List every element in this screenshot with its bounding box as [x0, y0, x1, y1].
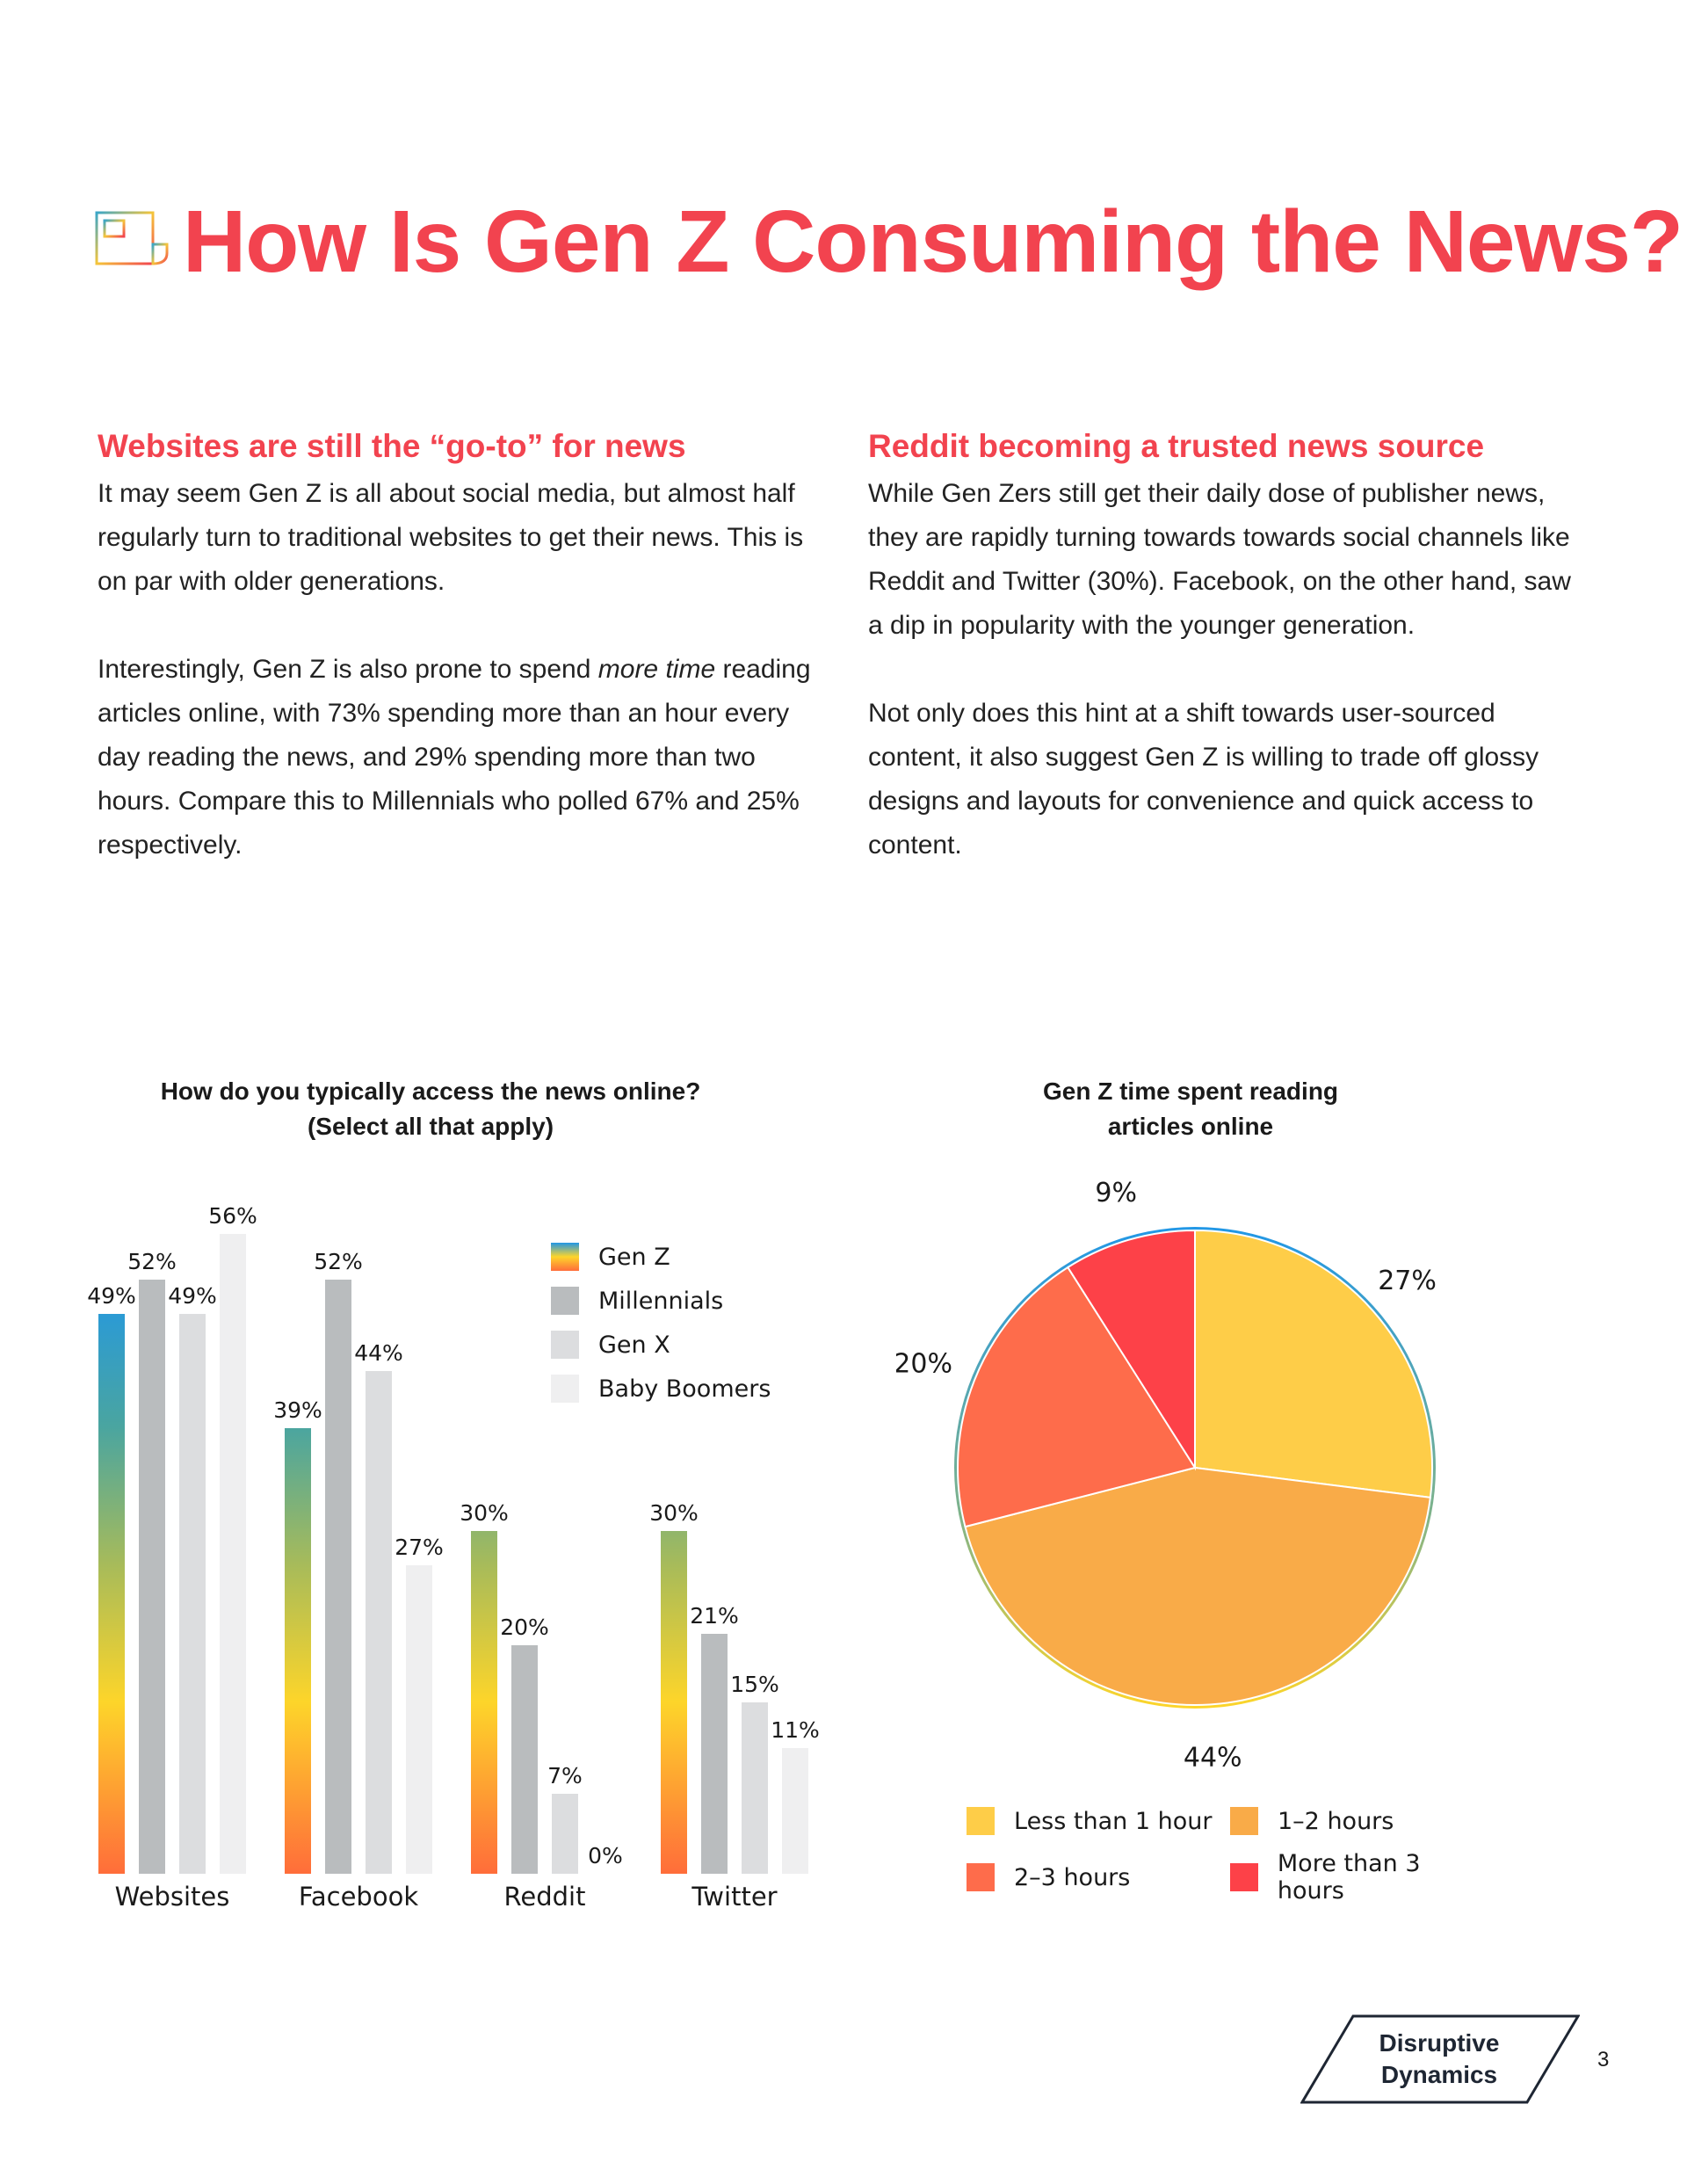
legend-item: More than 3 hours [1230, 1850, 1494, 1905]
pie-chart-legend: Less than 1 hour 1–2 hours 2–3 hours More t… [967, 1799, 1511, 1905]
bar-chart-title: How do you typically access the news onl… [160, 1077, 701, 1140]
legend-item: Millennials [551, 1279, 771, 1323]
bar-facebook-gen-z [285, 1428, 311, 1874]
bar-value-label: 27% [395, 1535, 444, 1560]
category-label: Twitter [691, 1882, 777, 1912]
legend-label: Baby Boomers [598, 1375, 771, 1403]
page-number: 3 [1597, 2048, 1610, 2072]
bar-value-label: 30% [649, 1500, 699, 1526]
bar-websites-baby-boomers [220, 1234, 246, 1874]
bar-value-label: 56% [208, 1203, 257, 1229]
pie-value-label: 20% [896, 1348, 952, 1379]
bar-facebook-baby-boomers [406, 1565, 432, 1874]
left-text-column: Websites are still the “go-to” for news … [98, 428, 818, 911]
legend-label: Gen X [598, 1331, 670, 1359]
category-label: Reddit [504, 1882, 586, 1912]
legend-label: Less than 1 hour [1014, 1807, 1213, 1835]
legend-swatch [551, 1331, 579, 1359]
right-paragraph-1: While Gen Zers still get their daily dos… [868, 479, 1571, 640]
bar-reddit-gen-x [552, 1794, 578, 1874]
legend-label: Millennials [598, 1287, 724, 1315]
disruptive-dynamics-logo: Disruptive Dynamics [1300, 2014, 1580, 2104]
bar-reddit-gen-z [471, 1531, 497, 1874]
bar-value-label: 52% [127, 1249, 177, 1274]
pie-value-label: 27% [1378, 1266, 1437, 1296]
pie-slice [964, 1466, 1431, 1706]
right-paragraph-2: Not only does this hint at a shift towar… [868, 699, 1539, 860]
bar-value-label: 49% [168, 1283, 217, 1309]
bar-value-label: 49% [87, 1283, 136, 1309]
legend-swatch [967, 1863, 995, 1891]
legend-item: 1–2 hours [1230, 1799, 1494, 1843]
legend-swatch [967, 1807, 995, 1835]
legend-label: 1–2 hours [1278, 1807, 1394, 1835]
pie-slice [1194, 1229, 1433, 1498]
bar-value-label: 7% [547, 1763, 583, 1789]
legend-label: More than 3 hours [1277, 1850, 1421, 1905]
bar-facebook-millennials [325, 1280, 351, 1874]
legend-item: Gen X [551, 1323, 771, 1367]
right-text-column: Reddit becoming a trusted news source Wh… [868, 428, 1589, 911]
bar-websites-millennials [139, 1280, 165, 1874]
bar-value-label: 15% [730, 1672, 779, 1697]
bar-facebook-gen-x [366, 1371, 392, 1874]
bar-twitter-baby-boomers [782, 1748, 808, 1874]
bar-value-label: 11% [771, 1717, 820, 1743]
page-title: How Is Gen Z Consuming the News? [183, 192, 1683, 291]
svg-text:Dynamics: Dynamics [1381, 2061, 1497, 2088]
category-label: Websites [115, 1882, 230, 1912]
bar-value-label: 0% [588, 1843, 623, 1868]
legend-swatch [551, 1287, 579, 1315]
legend-swatch [551, 1243, 579, 1271]
bar-value-label: 52% [314, 1249, 363, 1274]
bar-chart: 49% 52% 49% 56% Websites 39% 52% 44% 27% Facebook… [87, 1203, 820, 1912]
bar-websites-gen-x [179, 1314, 206, 1874]
legend-item: Less than 1 hour [967, 1799, 1230, 1843]
bar-reddit-millennials [511, 1645, 538, 1874]
category-label: Facebook [299, 1882, 418, 1912]
right-heading: Reddit becoming a trusted news source [868, 428, 1485, 464]
bar-value-label: 30% [460, 1500, 509, 1526]
bar-value-label: 44% [354, 1340, 403, 1366]
left-paragraph-1: It may seem Gen Z is all about social me… [98, 479, 804, 596]
bar-value-label: 39% [273, 1397, 322, 1423]
pie-chart-title: Gen Z time spent reading articles online [1042, 1077, 1339, 1140]
legend-label: 2–3 hours [1014, 1863, 1131, 1891]
legend-item: Baby Boomers [551, 1367, 771, 1411]
left-heading: Websites are still the “go-to” for news [98, 428, 686, 464]
legend-item: Gen Z [551, 1235, 771, 1279]
legend-label: Gen Z [598, 1243, 670, 1271]
pie-value-label: 44% [1184, 1742, 1242, 1773]
pie-value-label: 9% [1095, 1178, 1137, 1208]
bar-twitter-millennials [701, 1634, 728, 1874]
bar-twitter-gen-z [661, 1531, 687, 1874]
bar-websites-gen-z [98, 1314, 125, 1874]
legend-item: 2–3 hours [967, 1855, 1230, 1899]
bar-value-label: 21% [690, 1603, 739, 1629]
legend-swatch [1230, 1863, 1258, 1891]
bar-twitter-gen-x [742, 1702, 768, 1874]
left-paragraph-2: Interestingly, Gen Z is also prone to sp… [98, 655, 811, 860]
legend-swatch [1230, 1807, 1258, 1835]
pie-slice [1066, 1229, 1196, 1471]
legend-swatch [551, 1375, 579, 1403]
pie-chart: 27% 44% 20% 9% [896, 1178, 1437, 1774]
newspaper-icon [95, 211, 169, 265]
bar-value-label: 20% [500, 1614, 549, 1640]
pie-slice [957, 1266, 1197, 1528]
bar-chart-legend: Gen Z Millennials Gen X Baby Boomers [551, 1235, 771, 1411]
svg-text:Disruptive: Disruptive [1379, 2029, 1500, 2057]
